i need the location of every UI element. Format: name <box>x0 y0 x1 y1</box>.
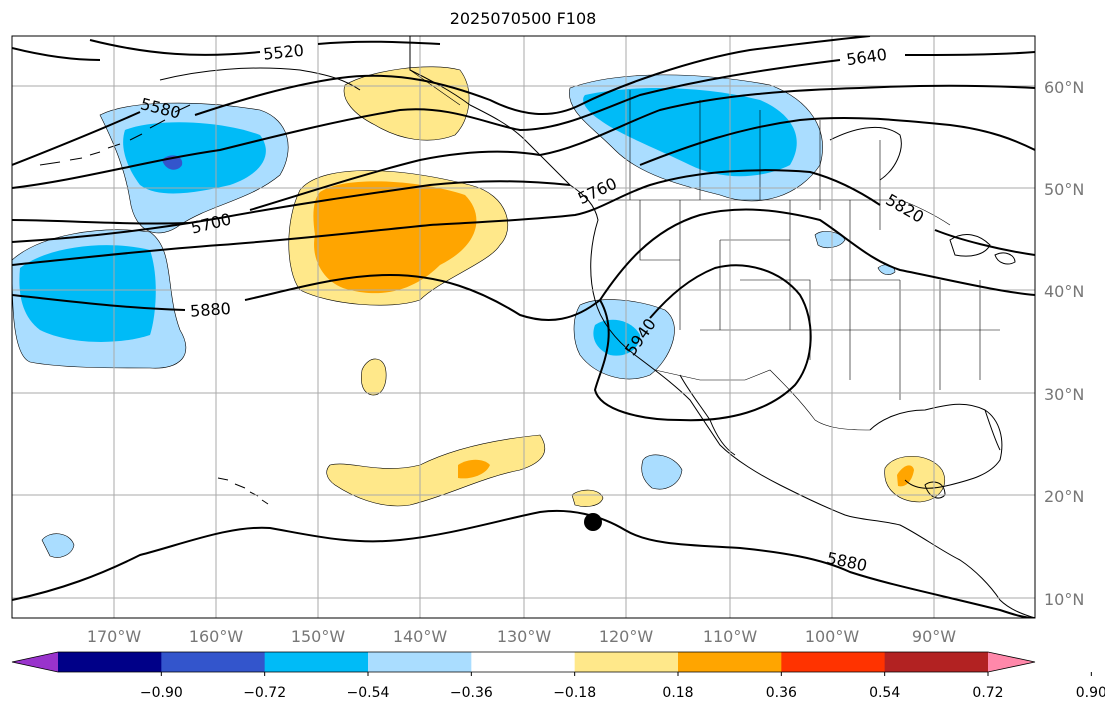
negative-anomaly-core <box>123 122 266 194</box>
contour-line-5520 <box>89 39 441 56</box>
contour-line-5940 <box>593 264 812 422</box>
contour-line-5760 <box>12 116 1035 243</box>
hawaii-islands <box>217 477 269 505</box>
colorbar-tick-label: 0.90 <box>1076 685 1105 701</box>
colorbar-extend-low <box>12 652 58 672</box>
north-america-coastline <box>409 36 1035 618</box>
colorbar-tick-label: −0.36 <box>450 685 493 701</box>
contour-line-5640 <box>12 51 1035 189</box>
positive-anomaly-region <box>884 456 946 503</box>
lat-label: 60°N <box>1044 78 1084 97</box>
lon-label: 120°W <box>599 627 654 646</box>
lon-label: 130°W <box>497 627 552 646</box>
colorbar: −0.90 −0.72 −0.54 −0.36 −0.18 0.18 0.36 0.54 0.7… <box>11 651 1105 701</box>
height-contours <box>12 36 1035 618</box>
negative-anomaly-region <box>41 533 75 558</box>
contour-line-5880 <box>12 208 1035 321</box>
colorbar-segment <box>678 652 782 672</box>
political-borders <box>409 36 1000 431</box>
colorbar-segment <box>471 652 576 672</box>
negative-anomaly-region <box>641 454 683 490</box>
lat-label: 10°N <box>1044 590 1084 609</box>
lon-label: 140°W <box>393 627 448 646</box>
colorbar-segment <box>781 652 886 672</box>
anomaly-fills <box>12 66 946 558</box>
hudson-bay-coastline <box>829 126 902 181</box>
colorbar-outline <box>11 651 1036 673</box>
longitude-labels: 170°W 160°W 150°W 140°W 130°W 120°W 110°… <box>87 627 956 646</box>
latitude-labels: 60°N 50°N 40°N 30°N 20°N 10°N <box>1044 78 1084 609</box>
map-frame <box>11 35 1036 619</box>
negative-anomaly-region <box>814 231 846 249</box>
colorbar-tick-label: 0.72 <box>972 685 1003 701</box>
florida-coastline <box>984 409 1001 451</box>
colorbar-segment <box>368 652 472 672</box>
lon-label: 170°W <box>87 627 142 646</box>
colorbar-tick-label: −0.54 <box>347 685 390 701</box>
contour-label: 5880 <box>190 299 232 321</box>
lat-label: 30°N <box>1044 385 1084 404</box>
positive-anomaly-region <box>343 66 470 141</box>
negative-anomaly-core <box>19 245 156 342</box>
positive-anomaly-core <box>458 459 490 479</box>
great-lakes <box>949 234 1016 265</box>
contour-line-5520 <box>12 47 101 61</box>
lat-label: 20°N <box>1044 487 1084 506</box>
contour-line-5700 <box>12 84 1035 225</box>
colorbar-tick-label: 0.18 <box>662 685 693 701</box>
graticule <box>12 36 1035 618</box>
positive-anomaly-region <box>361 358 387 396</box>
colorbar-segment <box>161 652 266 672</box>
contour-label: 5520 <box>262 41 304 64</box>
lon-label: 90°W <box>912 627 956 646</box>
lon-label: 160°W <box>189 627 244 646</box>
lon-label: 150°W <box>291 627 346 646</box>
colorbar-tick-label: −0.18 <box>553 685 596 701</box>
positive-anomaly-core <box>313 181 477 294</box>
contour-line-5820 <box>12 169 1035 266</box>
lon-label: 100°W <box>805 627 860 646</box>
gulf-of-mexico-coastline <box>869 403 1003 489</box>
contour-line-5880-south <box>12 509 1035 618</box>
us-canada-border <box>598 199 951 226</box>
us-mexico-border <box>654 369 871 431</box>
alaska-coastline <box>159 67 361 91</box>
lat-label: 40°N <box>1044 282 1084 301</box>
colorbar-extend-high <box>988 652 1035 672</box>
map-title: 2025070500 F108 <box>449 9 597 28</box>
colorbar-segment <box>264 652 369 672</box>
lon-label: 110°W <box>703 627 758 646</box>
canada-province-borders <box>629 90 881 230</box>
colorbar-segment <box>884 652 989 672</box>
lat-label: 50°N <box>1044 180 1084 199</box>
negative-anomaly-core <box>583 88 797 177</box>
contour-line-5580 <box>12 36 871 166</box>
positive-anomaly-core <box>897 465 914 487</box>
colorbar-tick-label: 0.54 <box>869 685 900 701</box>
colorbar-tick-label: 0.36 <box>766 685 797 701</box>
colorbar-segment <box>58 652 162 672</box>
colorbar-segment <box>574 652 679 672</box>
colorbar-tick-label: −0.72 <box>243 685 286 701</box>
positive-anomaly-region <box>571 489 604 507</box>
coastlines <box>39 36 1035 618</box>
colorbar-tick-label: −0.90 <box>140 685 183 701</box>
marker-dot <box>584 513 602 531</box>
